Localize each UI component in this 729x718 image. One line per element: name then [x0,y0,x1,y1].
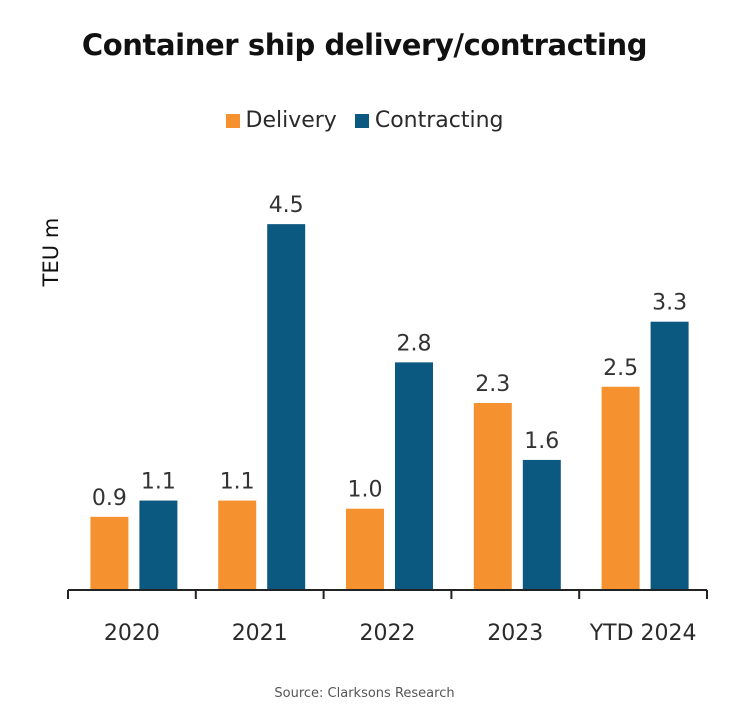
legend-label-contracting: Contracting [374,108,504,133]
data-label: 4.5 [269,193,304,218]
data-label: 0.9 [92,486,127,511]
chart-title: Container ship delivery/contracting [81,28,648,62]
data-label: 2.5 [603,356,638,381]
bar-delivery-2023 [473,403,512,590]
bar-delivery-2022 [346,508,384,590]
data-label: 1.0 [348,478,383,503]
legend-swatch-contracting [354,113,369,128]
legend-label-delivery: Delivery [245,108,337,133]
x-tick-label: 2020 [104,621,160,646]
bar-delivery-ytd-2024 [601,386,640,590]
bar-contracting-2022 [395,362,433,590]
legend-item-delivery: Delivery [225,108,337,133]
x-tick-label: 2023 [487,621,543,646]
bar-delivery-2021 [218,500,257,590]
bar-contracting-2023 [522,459,561,590]
bar-delivery-2020 [90,516,129,590]
data-label: 2.8 [397,331,432,356]
x-tick-label: 2022 [360,621,416,646]
bar-contracting-2020 [139,500,178,590]
data-label: 1.6 [524,429,559,454]
legend-item-contracting: Contracting [354,108,504,133]
data-label: 3.3 [652,291,687,316]
data-label: 1.1 [220,470,255,495]
legend-swatch-delivery [225,113,240,128]
bar-contracting-2021 [267,224,306,590]
legend: Delivery Contracting [0,108,729,133]
data-label: 1.1 [141,470,176,495]
x-tick-label: 2021 [232,621,288,646]
x-tick-label: YTD 2024 [589,621,697,646]
bar-contracting-ytd-2024 [650,321,689,590]
data-label: 2.3 [475,372,510,397]
source-note: Source: Clarksons Research [274,686,455,701]
